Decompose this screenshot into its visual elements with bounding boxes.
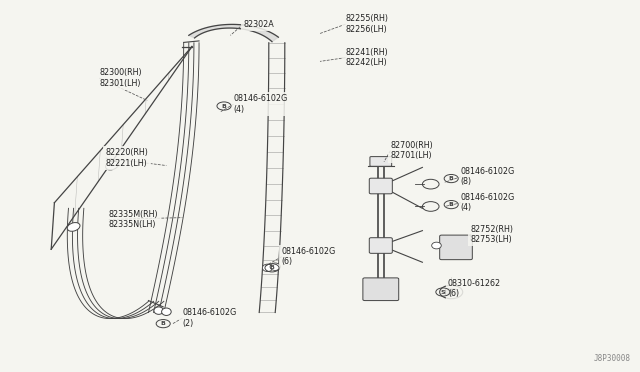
- Text: J8P30008: J8P30008: [593, 354, 630, 363]
- FancyBboxPatch shape: [440, 235, 472, 260]
- Ellipse shape: [432, 242, 442, 249]
- Ellipse shape: [270, 263, 280, 270]
- Text: 08146-6102G
(8): 08146-6102G (8): [461, 167, 515, 186]
- Polygon shape: [189, 25, 278, 42]
- Text: S: S: [440, 289, 445, 295]
- Ellipse shape: [67, 222, 80, 231]
- Text: 08146-6102G
(2): 08146-6102G (2): [182, 308, 237, 328]
- Text: 08146-6102G
(4): 08146-6102G (4): [461, 193, 515, 212]
- Text: 82300(RH)
82301(LH): 82300(RH) 82301(LH): [99, 68, 142, 88]
- Text: 82752(RH)
82753(LH): 82752(RH) 82753(LH): [470, 225, 513, 244]
- Text: 08146-6102G
(4): 08146-6102G (4): [234, 94, 288, 114]
- Text: B: B: [449, 176, 454, 181]
- FancyBboxPatch shape: [370, 157, 392, 166]
- FancyBboxPatch shape: [369, 178, 392, 194]
- Text: 82335M(RH)
82335N(LH): 82335M(RH) 82335N(LH): [109, 210, 159, 229]
- Text: B: B: [221, 103, 227, 109]
- Ellipse shape: [106, 161, 118, 170]
- Text: 08310-61262
(6): 08310-61262 (6): [448, 279, 501, 298]
- Text: B: B: [449, 202, 454, 207]
- Text: 82700(RH)
82701(LH): 82700(RH) 82701(LH): [390, 141, 433, 160]
- Ellipse shape: [161, 308, 172, 315]
- Ellipse shape: [262, 264, 273, 272]
- Text: 08146-6102G
(6): 08146-6102G (6): [282, 247, 336, 266]
- Text: B: B: [269, 265, 275, 270]
- Circle shape: [445, 288, 458, 296]
- Text: 82255(RH)
82256(LH): 82255(RH) 82256(LH): [346, 15, 388, 34]
- Ellipse shape: [154, 307, 164, 314]
- Text: 82220(RH)
82221(LH): 82220(RH) 82221(LH): [106, 148, 148, 168]
- Text: 82302A: 82302A: [243, 20, 274, 29]
- Text: 82241(RH)
82242(LH): 82241(RH) 82242(LH): [346, 48, 388, 67]
- FancyBboxPatch shape: [369, 238, 392, 253]
- FancyBboxPatch shape: [363, 278, 399, 301]
- Text: B: B: [161, 321, 166, 326]
